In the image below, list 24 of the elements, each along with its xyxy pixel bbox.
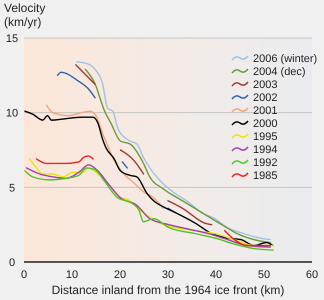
legend-label: 1994 — [253, 144, 278, 156]
x-tick-label: 40 — [210, 269, 222, 281]
x-tick-label: 20 — [114, 269, 126, 281]
y-tick-label: 0 — [8, 257, 16, 269]
x-tick-label: 50 — [258, 269, 270, 281]
legend-label: 2002 — [253, 92, 278, 104]
legend-label: 2006 (winter) — [253, 53, 318, 65]
x-tick-label: 0 — [20, 269, 28, 281]
y-tick-label: 10 — [6, 108, 18, 120]
legend-label: 1995 — [253, 131, 278, 143]
legend-label: 1985 — [253, 170, 278, 182]
x-tick-label: 30 — [162, 269, 174, 281]
legend-label: 2000 — [253, 118, 278, 130]
legend-label: 2003 — [253, 79, 278, 91]
x-axis-title: Distance inland from the 1964 ice front (km) — [52, 283, 284, 297]
y-tick-label: 15 — [6, 33, 18, 45]
x-tick-label: 10 — [66, 269, 78, 281]
legend-label: 2004 (dec) — [253, 66, 306, 78]
y-tick-label: 5 — [8, 182, 16, 194]
legend-label: 1992 — [253, 157, 278, 169]
line-series — [46, 104, 164, 209]
y-axis-title: Velocity (km/yr) — [4, 1, 46, 29]
x-tick-label: 60 — [306, 269, 318, 281]
legend-label: 2001 — [253, 105, 278, 117]
